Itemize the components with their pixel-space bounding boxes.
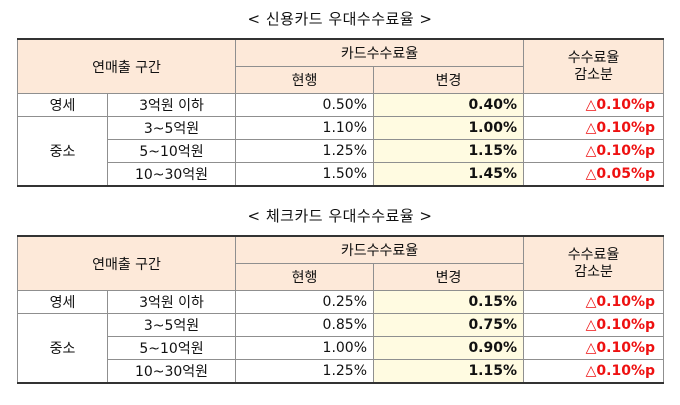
segment-label: 중소 <box>17 313 108 384</box>
current-rate: 1.50% <box>235 162 375 187</box>
table-row: 5~10억원 1.25% 1.15% △0.10%p <box>18 139 665 163</box>
table-row: 중소 3~5억원 0.85% 0.75% △0.10%p <box>17 313 665 384</box>
sales-range: 5~10억원 <box>106 336 237 360</box>
current-rate: 1.00% <box>235 336 375 360</box>
header-changed: 변경 <box>373 66 525 94</box>
changed-rate: 0.40% <box>373 93 525 117</box>
table-row: 중소 3~5억원 1.10% 1.00% △0.10%p <box>17 116 665 187</box>
changed-rate: 0.75% <box>373 313 525 337</box>
check-fee-table: 연매출 구간 카드수수료율 수수료율 감소분 현행 변경 영세 3억원 이하 0… <box>16 235 665 384</box>
rate-reduction: △0.10%p <box>523 93 665 117</box>
header-current: 현행 <box>235 263 375 291</box>
current-rate: 1.10% <box>235 116 375 140</box>
header-card-fee: 카드수수료율 <box>235 38 525 67</box>
table-row: 영세 3억원 이하 0.25% 0.15% △0.10%p <box>17 290 665 314</box>
current-rate: 0.50% <box>235 93 375 117</box>
sales-range: 10~30억원 <box>106 359 237 384</box>
sales-range: 3~5억원 <box>106 116 237 140</box>
credit-fee-table: 연매출 구간 카드수수료율 수수료율 감소분 현행 변경 영세 3억원 이하 0… <box>16 38 665 187</box>
table-row: 10~30억원 1.25% 1.15% △0.10%p <box>18 359 665 384</box>
check-section-title: < 체크카드 우대수수료율 > <box>247 207 433 225</box>
rate-reduction: △0.10%p <box>523 359 665 384</box>
changed-rate: 1.15% <box>373 139 525 163</box>
changed-rate: 1.00% <box>373 116 525 140</box>
rate-reduction: △0.10%p <box>523 116 665 140</box>
header-current: 현행 <box>235 66 375 94</box>
sales-range: 3억원 이하 <box>106 290 237 314</box>
current-rate: 0.25% <box>235 290 375 314</box>
current-rate: 1.25% <box>235 139 375 163</box>
rate-reduction: △0.05%p <box>523 162 665 187</box>
table-row: 10~30억원 1.50% 1.45% △0.05%p <box>18 162 665 187</box>
changed-rate: 1.45% <box>373 162 525 187</box>
sales-range: 3억원 이하 <box>106 93 237 117</box>
table-row: 5~10억원 1.00% 0.90% △0.10%p <box>18 336 665 360</box>
rate-reduction: △0.10%p <box>523 290 665 314</box>
changed-rate: 0.90% <box>373 336 525 360</box>
current-rate: 1.25% <box>235 359 375 384</box>
changed-rate: 1.15% <box>373 359 525 384</box>
header-changed: 변경 <box>373 263 525 291</box>
header-fee-reduction: 수수료율 감소분 <box>523 235 665 291</box>
rate-reduction: △0.10%p <box>523 313 665 337</box>
segment-label: 영세 <box>17 93 108 117</box>
header-fee-reduction: 수수료율 감소분 <box>523 38 665 94</box>
sales-range: 10~30억원 <box>106 162 237 187</box>
current-rate: 0.85% <box>235 313 375 337</box>
header-sales-range: 연매출 구간 <box>16 235 237 291</box>
sales-range: 3~5억원 <box>106 313 237 337</box>
changed-rate: 0.15% <box>373 290 525 314</box>
header-card-fee: 카드수수료율 <box>235 235 525 264</box>
segment-label: 중소 <box>17 116 108 187</box>
credit-section-title: < 신용카드 우대수수료율 > <box>247 10 433 28</box>
table-row: 영세 3억원 이하 0.50% 0.40% △0.10%p <box>17 93 665 117</box>
rate-reduction: △0.10%p <box>523 336 665 360</box>
rate-reduction: △0.10%p <box>523 139 665 163</box>
sales-range: 5~10억원 <box>106 139 237 163</box>
segment-label: 영세 <box>17 290 108 314</box>
header-sales-range: 연매출 구간 <box>16 38 237 94</box>
